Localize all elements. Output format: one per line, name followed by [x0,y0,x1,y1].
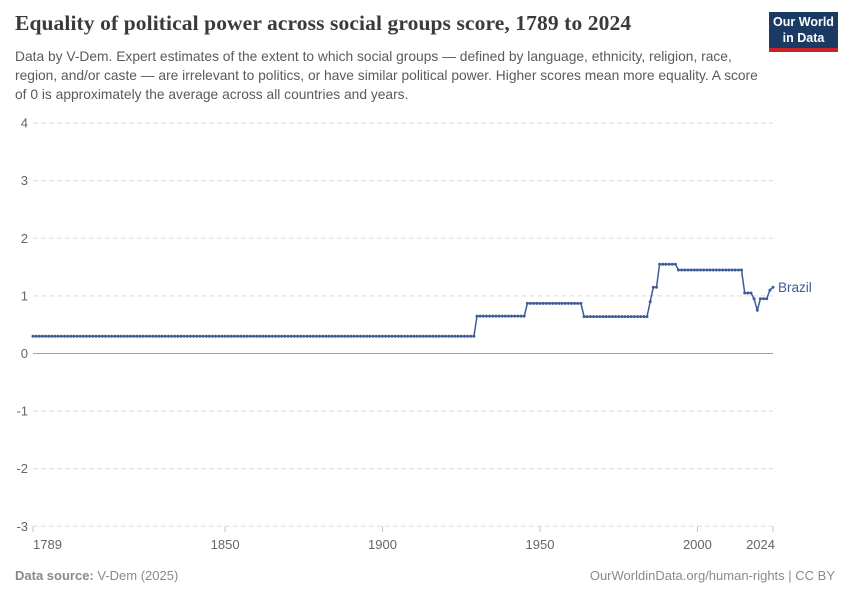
svg-text:4: 4 [21,116,28,131]
svg-text:3: 3 [21,173,28,188]
owid-logo-line1: Our World [773,15,834,29]
y-gridlines [33,122,773,527]
owid-logo-line2: in Data [782,30,825,45]
footer-attribution: OurWorldinData.org/human-rights | CC BY [589,568,835,583]
brazil-line-markers [31,262,775,338]
svg-text:2000: 2000 [683,537,712,552]
svg-text:1: 1 [21,288,28,303]
svg-text:2024: 2024 [746,537,775,552]
svg-text:-1: -1 [16,404,28,419]
svg-text:1850: 1850 [211,537,240,552]
svg-text:1900: 1900 [368,537,397,552]
x-axis-labels: 1789 1850 1900 1950 2000 2024 [33,537,775,552]
y-axis-labels: 4 3 2 1 0 -1 -2 -3 [16,116,28,534]
brazil-line-path [33,263,774,337]
page-title: Equality of political power across socia… [15,11,632,35]
svg-text:0: 0 [21,346,28,361]
entity-label-brazil: Brazil [778,280,812,295]
svg-text:1950: 1950 [526,537,555,552]
svg-text:2: 2 [21,231,28,246]
svg-text:-3: -3 [16,519,28,534]
data-source-value: V-Dem (2025) [93,568,179,583]
x-axis-ticks [32,526,774,533]
chart-subtitle: Data by V-Dem. Expert estimates of the e… [15,49,758,102]
chart-footer: Data source: V-Dem (2025) OurWorldinData… [15,568,835,583]
data-source-label: Data source: [15,568,94,583]
svg-text:-2: -2 [16,461,28,476]
data-source: Data source: V-Dem (2025) [15,568,178,583]
svg-text:1789: 1789 [33,537,62,552]
owid-logo: Our World in Data [769,12,838,52]
